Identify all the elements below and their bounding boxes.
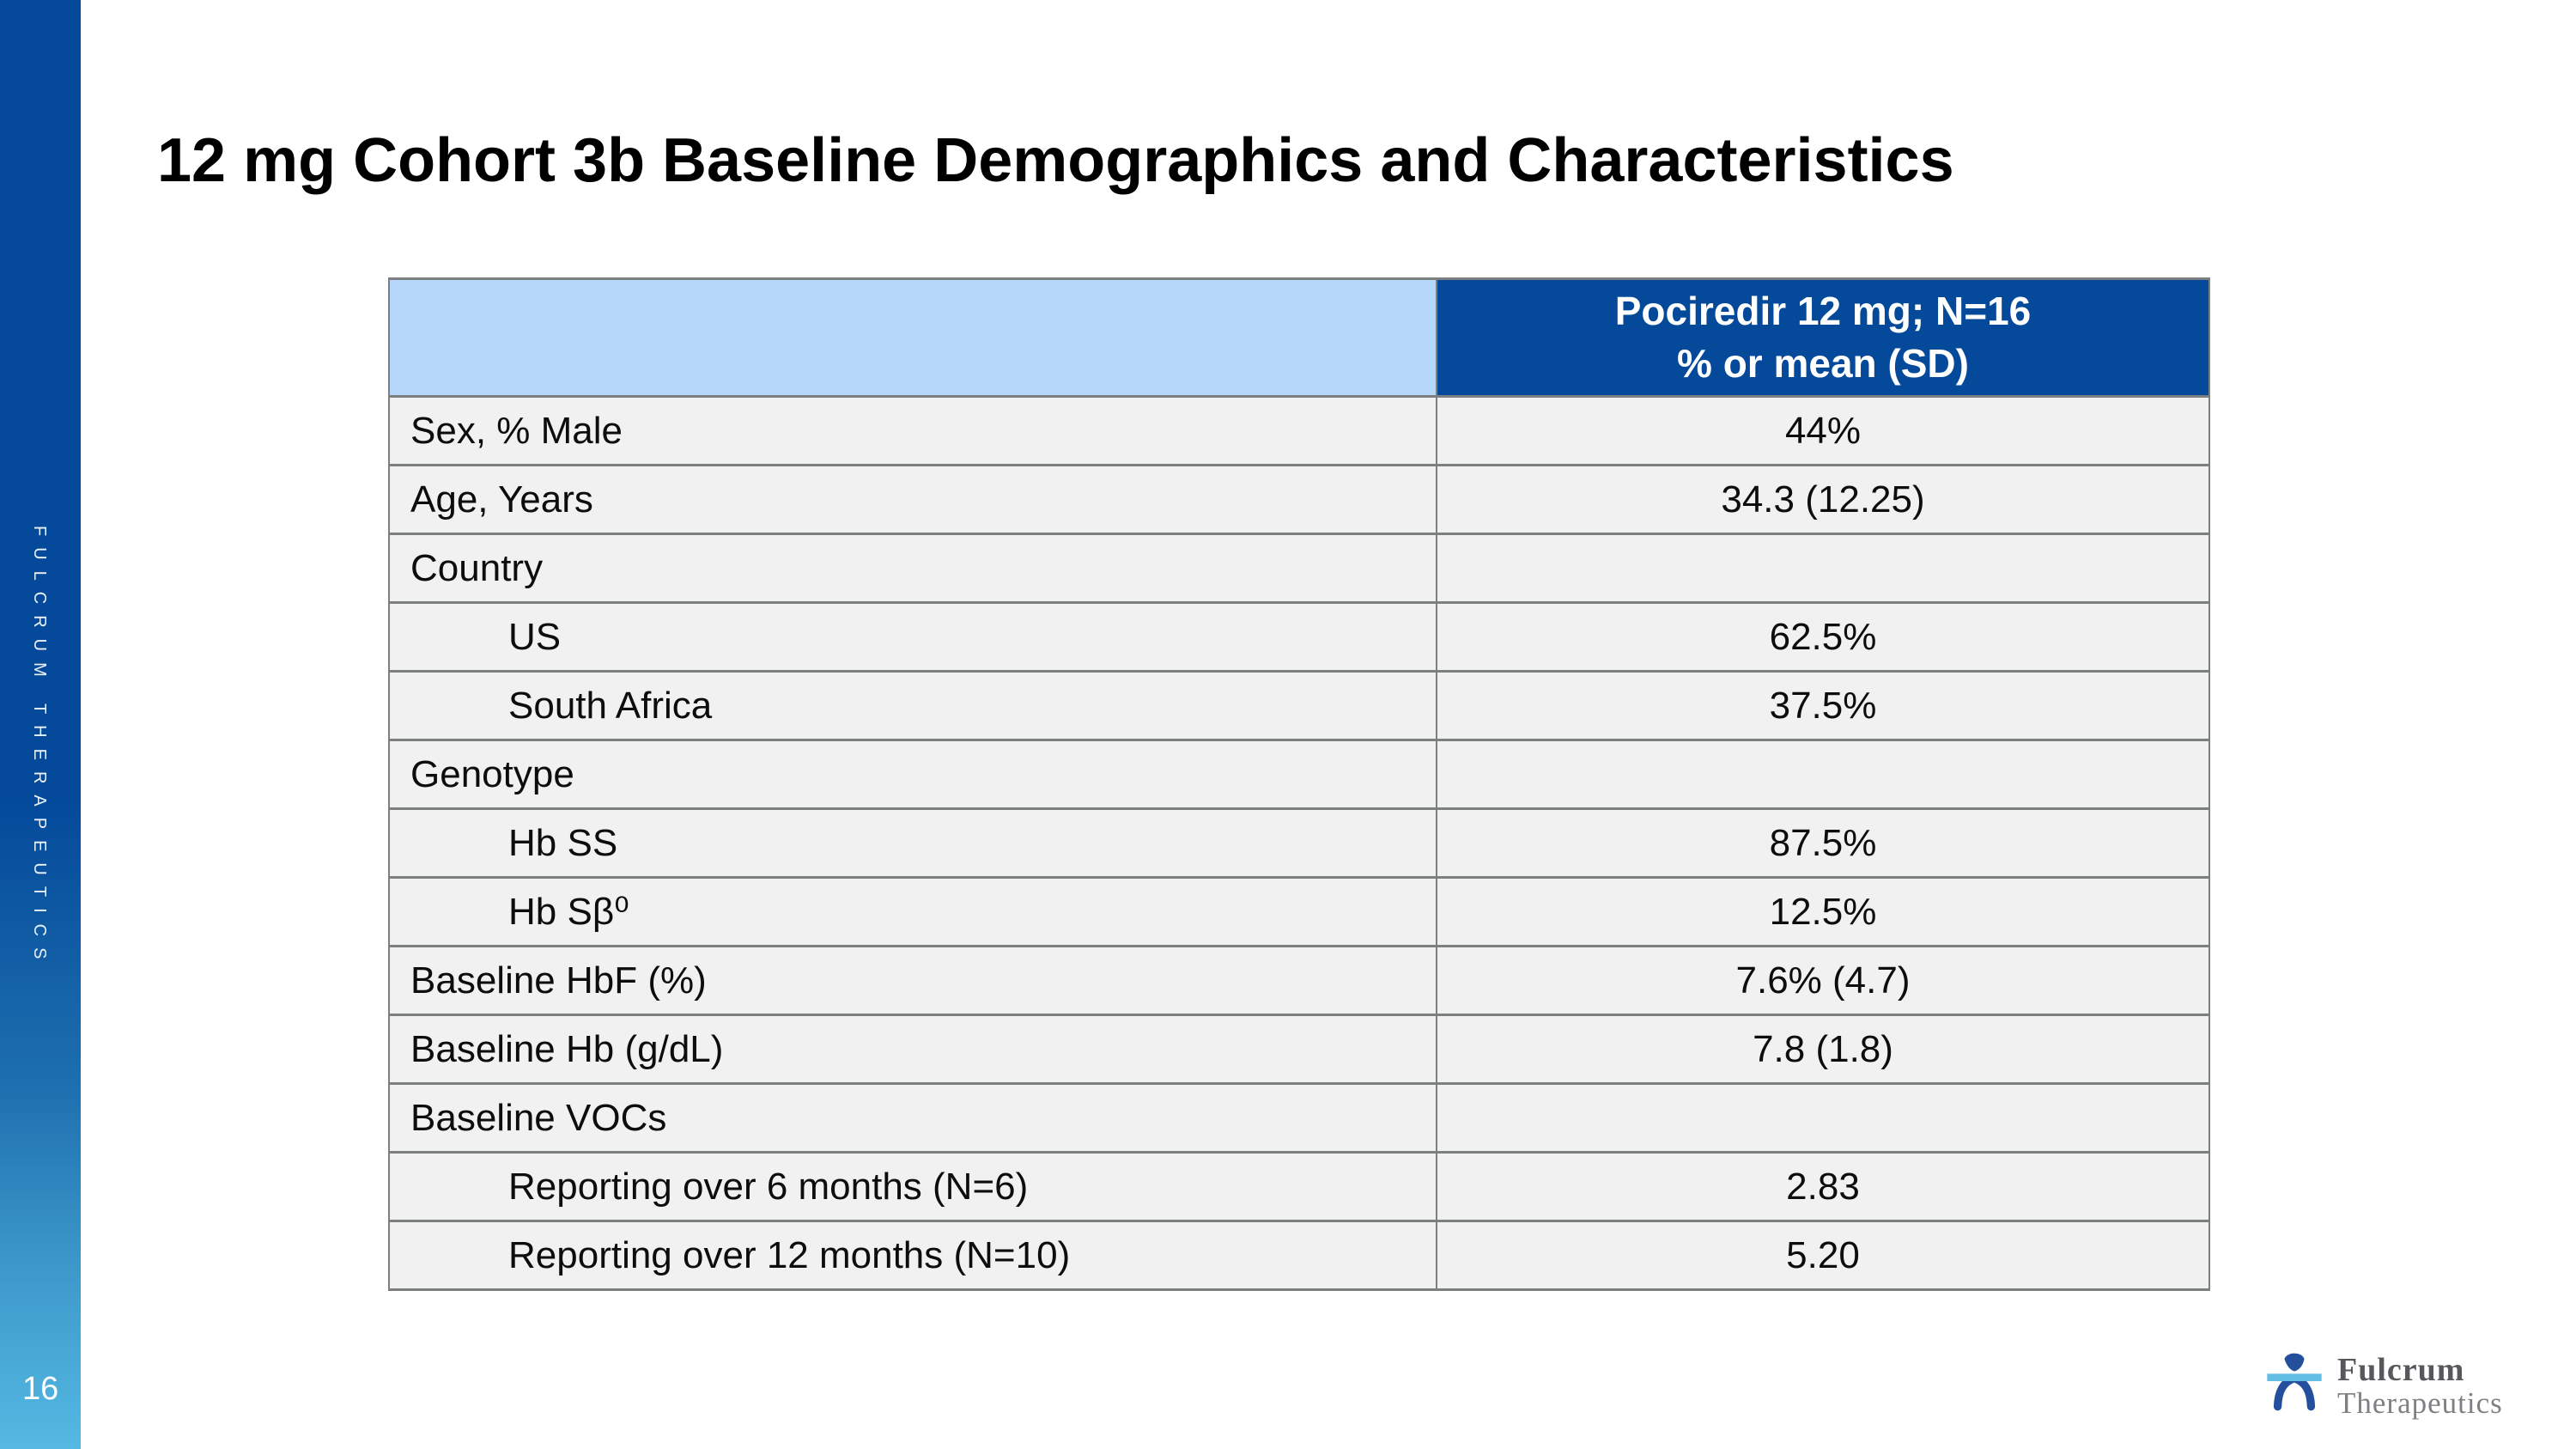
row-value: 34.3 (12.25) [1436, 464, 2210, 535]
row-label: Age, Years [388, 464, 1437, 535]
row-value: 12.5% [1436, 876, 2210, 947]
sidebar-brand-text: FULCRUM THERAPEUTICS [30, 526, 49, 971]
row-value: 2.83 [1436, 1151, 2210, 1222]
row-label: Baseline Hb (g/dL) [388, 1014, 1437, 1085]
row-value: 44% [1436, 395, 2210, 466]
row-label: Reporting over 6 months (N=6) [388, 1151, 1437, 1222]
table-row: Hb SS 87.5% [388, 807, 2210, 879]
fulcrum-logo: Fulcrum Therapeutics [2263, 1350, 2503, 1418]
logo-subname: Therapeutics [2337, 1386, 2503, 1420]
table-row: Baseline VOCs [388, 1082, 2210, 1154]
fulcrum-logo-icon [2267, 1353, 2322, 1411]
header-empty-cell [388, 277, 1437, 398]
table-row: Sex, % Male 44% [388, 395, 2210, 466]
table-row: South Africa 37.5% [388, 670, 2210, 741]
row-label: Hb Sβ⁰ [388, 876, 1437, 947]
row-value [1436, 739, 2210, 810]
table-row: Age, Years 34.3 (12.25) [388, 464, 2210, 535]
row-value: 87.5% [1436, 807, 2210, 879]
table-header-row: Pociredir 12 mg; N=16 % or mean (SD) [388, 277, 2210, 398]
row-label: Baseline HbF (%) [388, 945, 1437, 1016]
demographics-table: Pociredir 12 mg; N=16 % or mean (SD) Sex… [388, 277, 2210, 1291]
row-value: 37.5% [1436, 670, 2210, 741]
table-row: US 62.5% [388, 601, 2210, 673]
row-label: Country [388, 533, 1437, 604]
row-value: 7.6% (4.7) [1436, 945, 2210, 1016]
row-label: Genotype [388, 739, 1437, 810]
row-label: South Africa [388, 670, 1437, 741]
row-value: 62.5% [1436, 601, 2210, 673]
table-row: Reporting over 6 months (N=6) 2.83 [388, 1151, 2210, 1222]
row-label: US [388, 601, 1437, 673]
row-label: Reporting over 12 months (N=10) [388, 1220, 1437, 1291]
table-row: Genotype [388, 739, 2210, 810]
row-label: Baseline VOCs [388, 1082, 1437, 1154]
table-row: Reporting over 12 months (N=10) 5.20 [388, 1220, 2210, 1291]
table-row: Hb Sβ⁰ 12.5% [388, 876, 2210, 947]
logo-name: Fulcrum [2337, 1352, 2465, 1388]
table-row: Country [388, 533, 2210, 604]
row-label: Sex, % Male [388, 395, 1437, 466]
row-value [1436, 1082, 2210, 1154]
table-row: Baseline HbF (%) 7.6% (4.7) [388, 945, 2210, 1016]
page-number: 16 [22, 1371, 59, 1407]
fulcrum-logo-text: Fulcrum Therapeutics [2337, 1354, 2503, 1418]
table-row: Baseline Hb (g/dL) 7.8 (1.8) [388, 1014, 2210, 1085]
row-label: Hb SS [388, 807, 1437, 879]
row-value [1436, 533, 2210, 604]
brand-sidebar [0, 0, 81, 1449]
slide-title: 12 mg Cohort 3b Baseline Demographics an… [157, 126, 1954, 195]
row-value: 7.8 (1.8) [1436, 1014, 2210, 1085]
header-cohort-cell: Pociredir 12 mg; N=16 % or mean (SD) [1436, 277, 2210, 398]
row-value: 5.20 [1436, 1220, 2210, 1291]
